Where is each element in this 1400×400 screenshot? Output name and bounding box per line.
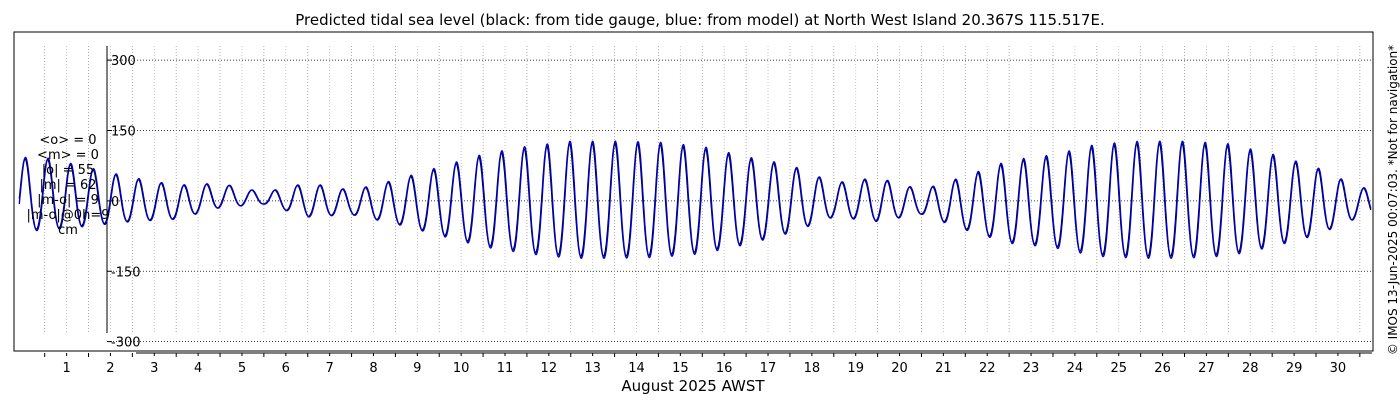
stat-unit: cm xyxy=(58,223,78,238)
stat-abs-diff-0h: |m-o|@0h=9 xyxy=(26,208,110,223)
x-tick-label: 17 xyxy=(760,361,777,376)
y-tick-label: 150 xyxy=(111,125,136,140)
stat-mean-obs: <o> = 0 xyxy=(39,133,97,148)
x-tick-label: 12 xyxy=(541,361,558,376)
x-tick-label: 15 xyxy=(672,361,689,376)
plot-frame xyxy=(13,31,1374,352)
x-tick-label: 22 xyxy=(979,361,996,376)
x-tick-label: 9 xyxy=(413,361,421,376)
x-tick-label: 5 xyxy=(238,361,246,376)
stats-panel: <o> = 0 <m> = 0 |o| = 55 |m| = 62 |m-o| … xyxy=(6,133,130,238)
x-tick-label: 19 xyxy=(847,361,864,376)
x-tick-label: 6 xyxy=(282,361,290,376)
x-tick-label: 28 xyxy=(1242,361,1259,376)
copyright-notice: © IMOS 13-Jun-2025 00:07:03. *Not for na… xyxy=(1386,44,1400,356)
x-tick-label: 14 xyxy=(628,361,645,376)
x-tick-label: 7 xyxy=(325,361,333,376)
x-tick-label: 4 xyxy=(194,361,202,376)
y-tick-label: 300 xyxy=(111,54,136,69)
y-axis: 300 150 0 -150 -300 xyxy=(107,54,141,351)
stat-abs-diff: |m-o| = 9 xyxy=(37,193,99,208)
x-tick-label: 20 xyxy=(891,361,908,376)
x-tick-label: 8 xyxy=(369,361,377,376)
x-tick-label: 3 xyxy=(150,361,158,376)
stat-abs-model: |m| = 62 xyxy=(39,178,97,193)
x-tick-label: 26 xyxy=(1154,361,1171,376)
y-tick-label: -300 xyxy=(111,336,141,351)
x-tick-label: 29 xyxy=(1286,361,1303,376)
x-tick-label: 18 xyxy=(804,361,821,376)
stat-abs-obs: |o| = 55 xyxy=(41,163,95,178)
x-tick-label: 23 xyxy=(1023,361,1040,376)
x-tick-label: 30 xyxy=(1330,361,1347,376)
x-tick-label: 11 xyxy=(497,361,514,376)
series-model xyxy=(18,140,1372,259)
x-tick-label: 24 xyxy=(1067,361,1084,376)
x-tick-label: 16 xyxy=(716,361,733,376)
grid-layer xyxy=(44,46,1373,343)
y-tick-label: -150 xyxy=(111,265,141,280)
x-tick-label: 10 xyxy=(453,361,470,376)
x-axis-label: August 2025 AWST xyxy=(621,377,765,395)
x-tick-label: 25 xyxy=(1110,361,1127,376)
x-tick-label: 21 xyxy=(935,361,952,376)
stat-mean-model: <m> = 0 xyxy=(37,148,99,163)
chart-title: Predicted tidal sea level (black: from t… xyxy=(295,11,1104,29)
x-axis: 1 2 3 4 5 6 7 8 9 10 11 12 13 14 15 16 17 18 19 20 21 22 23 24 2… xyxy=(44,353,1361,376)
series-layer xyxy=(18,140,1372,259)
x-tick-label: 2 xyxy=(106,361,114,376)
x-tick-label: 1 xyxy=(62,361,70,376)
x-tick-label: 27 xyxy=(1198,361,1215,376)
x-tick-label: 13 xyxy=(584,361,601,376)
y-tick-label: 0 xyxy=(111,195,119,210)
